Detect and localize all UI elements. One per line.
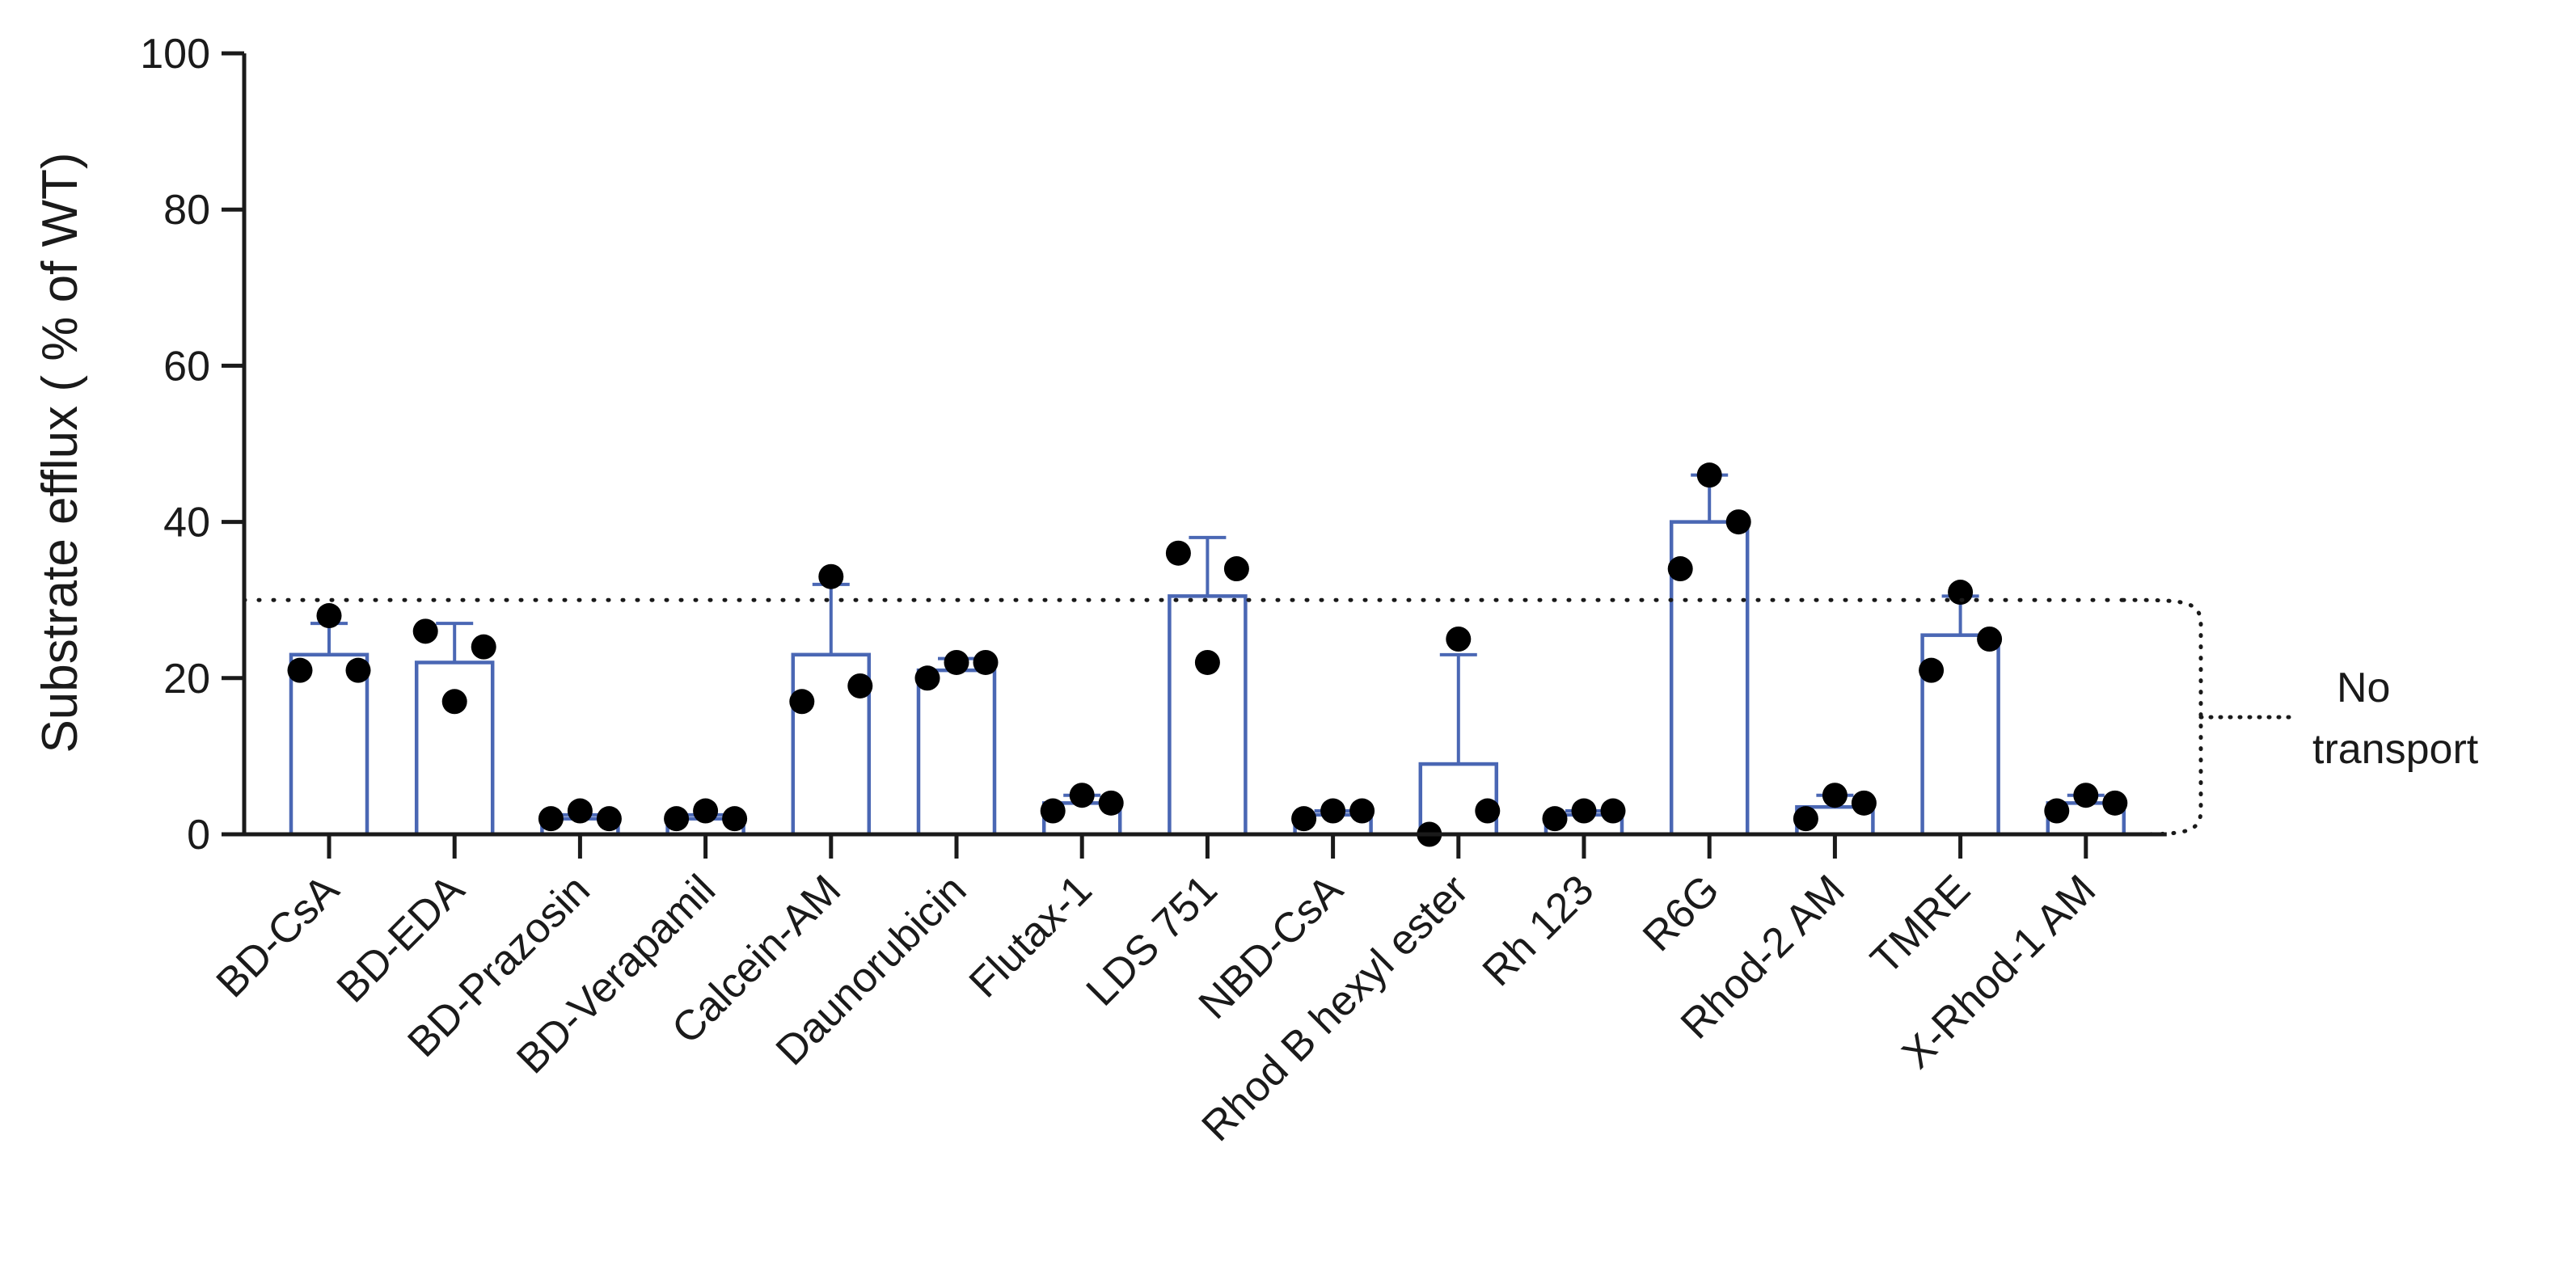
data-point (1948, 580, 1974, 606)
data-point (441, 689, 467, 715)
data-point (287, 657, 313, 683)
x-tick-label: Rh 123 (1474, 866, 1603, 995)
y-axis-label: Substrate efflux ( % of WT) (32, 152, 88, 753)
x-tick-label: R6G (1634, 866, 1729, 960)
y-tick-label: 20 (163, 656, 210, 703)
bar (1168, 594, 1248, 837)
y-tick-label: 0 (187, 812, 210, 859)
data-point (1851, 790, 1877, 816)
data-point (1320, 798, 1346, 824)
data-point (316, 603, 342, 629)
data-point (2044, 798, 2070, 824)
data-point (1600, 798, 1626, 824)
x-tick-label: Flutax-1 (961, 866, 1101, 1006)
data-point (1977, 627, 2003, 652)
data-point (973, 649, 999, 675)
x-tick-label: BD-CsA (208, 866, 348, 1006)
data-point (722, 806, 748, 832)
bar (289, 652, 370, 837)
data-point (1349, 798, 1375, 824)
data-point (345, 657, 371, 683)
data-point (693, 798, 719, 824)
data-point (2073, 783, 2099, 808)
data-points-layer (287, 462, 2128, 847)
data-point (664, 806, 690, 832)
no-transport-bracket (2121, 597, 2203, 837)
annotation-layer: No transport (2312, 665, 2479, 773)
data-point (471, 634, 496, 660)
data-point (1165, 540, 1191, 566)
data-point (1069, 783, 1095, 808)
data-point (789, 689, 815, 715)
data-point (538, 806, 564, 832)
bar (916, 668, 997, 837)
data-point (847, 673, 873, 698)
data-point (1291, 806, 1317, 832)
data-point (1223, 556, 1249, 582)
data-point (944, 649, 969, 675)
data-point (1475, 798, 1501, 824)
data-point (914, 665, 940, 691)
data-point (1571, 798, 1597, 824)
data-point (1446, 627, 1472, 652)
data-point (412, 618, 438, 644)
data-point (818, 563, 844, 589)
data-point (1793, 806, 1818, 832)
data-point (1919, 657, 1945, 683)
data-point (1098, 790, 1124, 816)
data-point (2102, 790, 2128, 816)
data-point (567, 798, 593, 824)
data-point (1822, 783, 1848, 808)
y-tick-label: 60 (163, 343, 210, 390)
bar (414, 660, 495, 837)
annotation-line-1: No (2337, 665, 2390, 711)
annotation-line-2: transport (2312, 726, 2479, 773)
y-tick-label: 100 (140, 31, 210, 78)
data-point (1040, 798, 1066, 824)
y-tick-label: 40 (163, 500, 210, 546)
y-tick-label: 80 (163, 187, 210, 234)
data-point (596, 806, 622, 832)
data-point (1725, 509, 1751, 535)
y-axis-label-layer: Substrate efflux ( % of WT) (32, 152, 88, 753)
x-tick-label: TMRE (1862, 866, 1979, 983)
data-point (1194, 649, 1220, 675)
data-point (1696, 462, 1722, 488)
threshold-layer (242, 597, 2295, 837)
data-point (1667, 556, 1693, 582)
axes-layer: 020406080100BD-CsABD-EDABD-PrazosinBD-Ve… (140, 31, 2167, 1150)
data-point (1542, 806, 1568, 832)
